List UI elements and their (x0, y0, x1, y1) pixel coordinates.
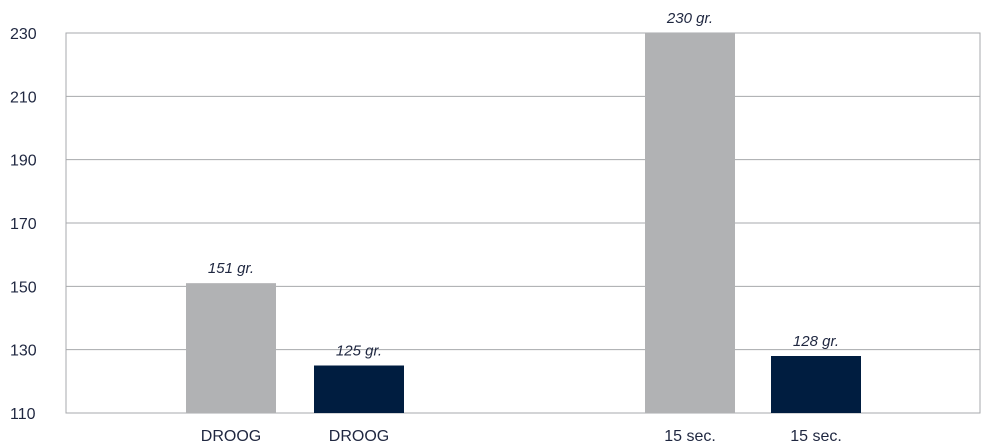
plot-frame (65, 32, 981, 414)
y-tick-label: 170 (10, 216, 37, 233)
bar (771, 356, 861, 413)
x-category-label: DROOG (329, 428, 389, 444)
y-tick-label: 150 (10, 279, 37, 296)
data-label: 151 gr. (208, 260, 254, 277)
x-axis-categories: DROOG DROOG 15 sec. 15 sec. (201, 428, 842, 444)
x-category-label: DROOG (201, 428, 261, 444)
bar (186, 283, 276, 413)
bar (314, 365, 404, 413)
x-category-label: 15 sec. (664, 428, 716, 444)
y-tick-label: 110 (10, 406, 36, 423)
bar (645, 33, 735, 413)
y-axis-ticks: 110 130 150 170 190 210 230 (10, 26, 37, 423)
data-labels: 151 gr. 125 gr. 230 gr. 128 gr. (208, 10, 839, 360)
bars (186, 33, 861, 413)
data-label: 230 gr. (666, 10, 713, 27)
data-label: 125 gr. (336, 343, 382, 360)
y-tick-label: 190 (10, 153, 37, 170)
y-tick-label: 210 (10, 89, 37, 106)
y-tick-label: 230 (10, 26, 37, 43)
x-category-label: 15 sec. (790, 428, 842, 444)
y-tick-label: 130 (10, 343, 37, 360)
data-label: 128 gr. (793, 333, 839, 350)
